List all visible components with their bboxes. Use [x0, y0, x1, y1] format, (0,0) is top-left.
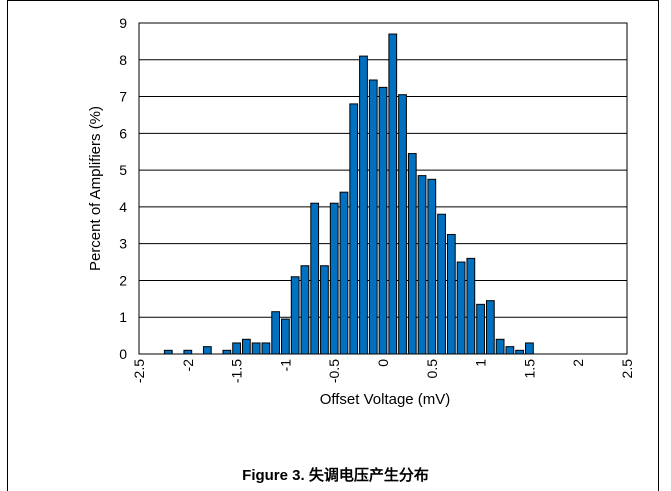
- histogram-bar: [417, 175, 427, 355]
- histogram-bar: [339, 191, 349, 355]
- histogram-bar: [290, 276, 300, 355]
- histogram-bar: [163, 349, 173, 355]
- histogram-bar: [466, 257, 476, 355]
- histogram-bar: [300, 265, 310, 355]
- figure-caption: Figure 3. 失调电压产生分布: [242, 467, 429, 484]
- y-tick-label: 2: [119, 272, 127, 288]
- histogram-bar: [525, 342, 534, 355]
- histogram-bar: [505, 346, 515, 355]
- histogram-bar: [515, 349, 525, 355]
- histogram-bar: [202, 346, 212, 355]
- histogram-bar: [320, 265, 329, 355]
- histogram-bar: [485, 300, 495, 355]
- y-tick-label: 1: [119, 309, 127, 325]
- y-axis-title: Percent of Amplifiers (%): [87, 106, 104, 271]
- y-tick-label: 8: [119, 52, 127, 68]
- histogram-bar: [476, 303, 485, 355]
- histogram-bar: [329, 202, 339, 355]
- histogram-bar: [183, 349, 193, 355]
- histogram-bar: [495, 338, 505, 355]
- histogram-bar: [359, 55, 368, 355]
- x-tick-label: -1: [277, 359, 293, 372]
- histogram-bar: [232, 342, 241, 355]
- y-tick-labels: 0 1 2 3 4 5 6 7 8 9: [119, 15, 127, 362]
- histogram-bar: [427, 178, 437, 355]
- x-tick-label: 0: [375, 359, 391, 367]
- x-tick-label: 2: [570, 359, 586, 367]
- histogram-bar: [446, 233, 456, 355]
- y-tick-label: 0: [119, 346, 127, 362]
- figure-frame: [7, 0, 659, 491]
- histogram-bar: [251, 342, 261, 355]
- x-tick-labels: -2.5 -2 -1.5 -1 -0.5 0 0.5 1 1.5 2 2.5: [131, 359, 635, 383]
- x-tick-label: -2: [180, 359, 196, 372]
- y-tick-label: 7: [119, 89, 127, 105]
- histogram-bar: [349, 103, 359, 355]
- x-axis-title: Offset Voltage (mV): [320, 391, 451, 408]
- y-tick-label: 3: [119, 236, 127, 252]
- x-tick-label: 0.5: [424, 359, 440, 379]
- histogram-bar: [456, 261, 466, 355]
- histogram-bar: [378, 86, 388, 355]
- histogram-bar: [261, 342, 271, 355]
- histogram-bar: [310, 202, 320, 355]
- x-tick-label: -2.5: [131, 359, 147, 383]
- histogram-bar: [398, 94, 407, 355]
- x-tick-label: 1: [473, 359, 489, 367]
- x-tick-label: -1.5: [229, 359, 245, 383]
- histogram-bar: [368, 79, 378, 355]
- histogram-bar: [222, 349, 232, 355]
- histogram-bar: [437, 213, 446, 355]
- y-tick-label: 6: [119, 125, 127, 141]
- plot-area-border: [138, 22, 628, 355]
- x-tick-label: -0.5: [326, 359, 342, 383]
- x-tick-label: 2.5: [619, 359, 635, 379]
- histogram-bar: [271, 311, 281, 355]
- y-tick-label: 9: [119, 15, 127, 31]
- histogram-bar: [407, 153, 417, 355]
- histogram-bar: [281, 318, 290, 355]
- y-tick-label: 5: [119, 162, 127, 178]
- histogram-bar: [241, 338, 251, 355]
- histogram-bar: [388, 33, 398, 355]
- histogram-bars: [163, 33, 534, 355]
- y-tick-label: 4: [119, 199, 127, 215]
- x-tick-label: 1.5: [521, 359, 537, 379]
